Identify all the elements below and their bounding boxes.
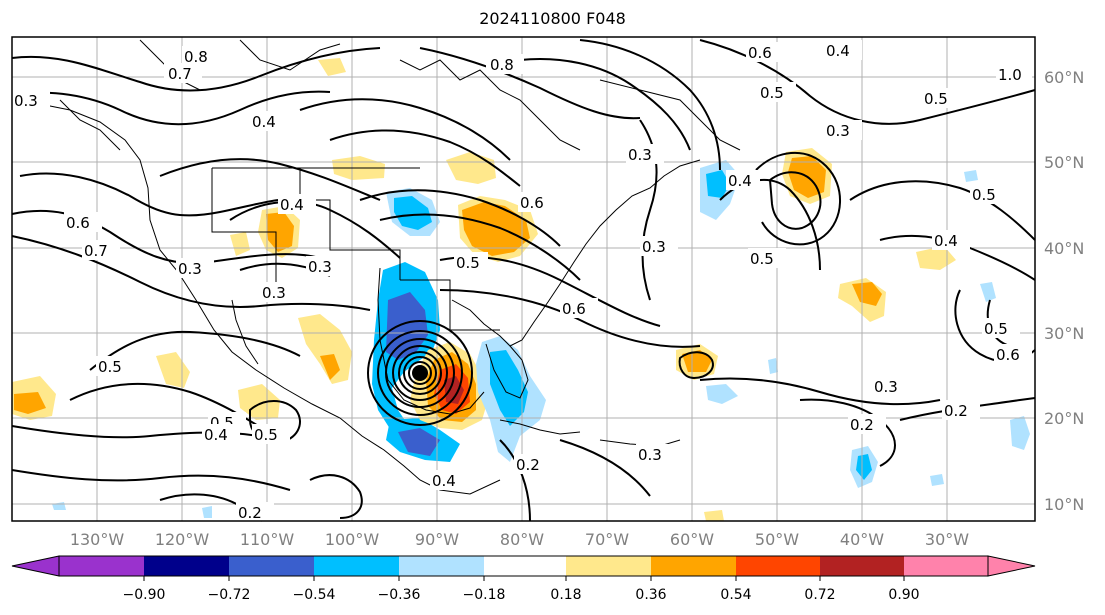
latitude-labels: 60°N 50°N 40°N 30°N 20°N 10°N (1044, 68, 1084, 514)
contour-label: 0.5 (760, 84, 784, 102)
contour-label: 0.3 (262, 284, 286, 302)
colorbar-tick-label: −0.54 (293, 587, 336, 603)
lon-label: 90°W (415, 530, 459, 549)
colorbar-segment (144, 556, 229, 576)
lon-label: 130°W (70, 530, 125, 549)
contour-label: 0.5 (984, 320, 1008, 338)
contour-label: 0.2 (850, 416, 874, 434)
contour-label: 0.3 (14, 92, 38, 110)
contour-label: 0.5 (98, 358, 122, 376)
lat-label: 30°N (1044, 324, 1084, 343)
colorbar-tick-label: 0.18 (550, 587, 581, 603)
lon-label: 40°W (840, 530, 884, 549)
lon-label: 60°W (670, 530, 714, 549)
contour-label: 0.3 (628, 146, 652, 164)
map-border (11, 36, 1036, 522)
lat-label: 60°N (1044, 68, 1084, 87)
colorbar-segment (484, 556, 566, 576)
colorbar-tick-label: −0.72 (208, 587, 251, 603)
map-title: 2024110800 F048 (479, 9, 626, 28)
colorbar-tick-label: −0.18 (463, 587, 506, 603)
contour-label: 0.2 (238, 504, 262, 522)
colorbar-tick-label: 0.36 (635, 587, 666, 603)
contour-label: 0.4 (934, 232, 958, 250)
contour-label: 0.6 (520, 194, 544, 212)
contour-label: 0.6 (562, 300, 586, 318)
contour-label: 0.8 (490, 56, 514, 74)
contour-label: 0.2 (516, 456, 540, 474)
lat-label: 40°N (1044, 239, 1084, 258)
contour-label: 0.4 (204, 426, 228, 444)
contour-label: 0.4 (728, 172, 752, 190)
contour-label: 0.3 (308, 258, 332, 276)
contour-label: 0.4 (432, 472, 456, 490)
contour-label: 0.7 (168, 65, 192, 83)
colorbar-segment (820, 556, 904, 576)
colorbar-segment (904, 556, 988, 576)
lon-label: 50°W (755, 530, 799, 549)
colorbar: −0.90 −0.72 −0.54 −0.36 −0.18 0.18 0.36 … (11, 555, 1036, 603)
colorbar-tick-label: −0.90 (123, 587, 166, 603)
contour-label: 0.8 (184, 48, 208, 66)
contour-label: 0.3 (642, 238, 666, 256)
lat-label: 20°N (1044, 409, 1084, 428)
contour-label: 0.5 (924, 90, 948, 108)
contour-label: 0.3 (178, 260, 202, 278)
longitude-labels: 130°W 120°W 110°W 100°W 90°W 80°W 70°W 6… (70, 530, 969, 549)
colorbar-extend-high (987, 555, 1036, 577)
lat-label: 10°N (1044, 495, 1084, 514)
lon-label: 110°W (240, 530, 295, 549)
colorbar-tick-label: −0.36 (378, 587, 421, 603)
contour-label: 0.7 (84, 242, 108, 260)
colorbar-segment (736, 556, 820, 576)
lat-label: 50°N (1044, 153, 1084, 172)
colorbar-segment (59, 556, 144, 576)
colorbar-segment (566, 556, 651, 576)
contour-label: 0.3 (638, 446, 662, 464)
lon-label: 80°W (500, 530, 544, 549)
shaded-anomaly-layer (12, 58, 1030, 521)
contour-label: 0.5 (972, 186, 996, 204)
contour-label: 0.2 (944, 402, 968, 420)
contour-label: 0.5 (456, 254, 480, 272)
contour-label: 0.6 (66, 214, 90, 232)
contour-label: 0.3 (874, 378, 898, 396)
lon-label: 30°W (925, 530, 969, 549)
coastlines (11, 39, 741, 495)
contour-label: 0.3 (826, 122, 850, 140)
colorbar-tick-label: 0.54 (720, 587, 751, 603)
colorbar-tick-label: 0.72 (804, 587, 835, 603)
colorbar-segment (229, 556, 314, 576)
contour-labels: 0.4 0.7 0.8 0.3 0.6 0.5 0.4 0.7 0.3 0.3 … (12, 40, 1032, 522)
colorbar-extend-low (11, 555, 60, 577)
hurricane-center (412, 365, 428, 381)
contour-label: 0.5 (254, 426, 278, 444)
contour-label: 0.4 (252, 113, 276, 131)
contour-label: 0.4 (826, 42, 850, 60)
contour-label: 0.4 (280, 196, 304, 214)
colorbar-segment (399, 556, 484, 576)
contour-label: 0.6 (996, 346, 1020, 364)
map-plot-area (12, 37, 1035, 521)
colorbar-segment (314, 556, 399, 576)
colorbar-segment (651, 556, 736, 576)
contour-label: 0.6 (748, 44, 772, 62)
lon-label: 100°W (325, 530, 380, 549)
lon-label: 70°W (585, 530, 629, 549)
colorbar-tick-label: 0.90 (888, 587, 919, 603)
contour-label: 1.0 (998, 66, 1022, 84)
contour-label: 0.5 (750, 250, 774, 268)
lon-label: 120°W (155, 530, 210, 549)
